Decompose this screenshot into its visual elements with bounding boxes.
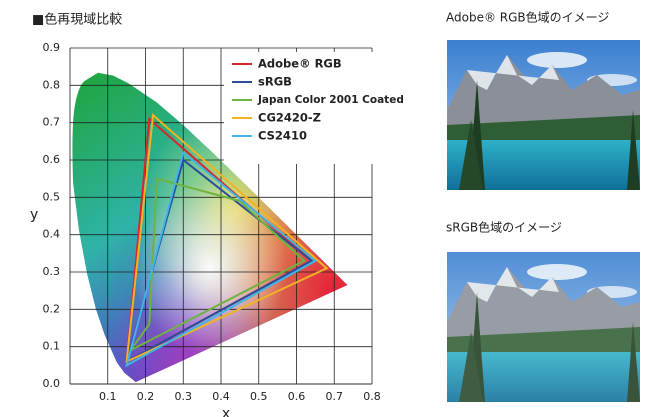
legend: Adobe® RGB sRGB Japan Color 2001 Coated CG2… [232, 57, 404, 143]
y-tick-label: 0.7 [43, 116, 61, 129]
x-tick-label: 0.5 [250, 390, 268, 403]
y-tick-label: 0.8 [43, 78, 61, 91]
x-tick-label: 0.4 [212, 390, 230, 403]
legend-box [224, 52, 420, 164]
image-caption: Adobe® RGB色域のイメージ [446, 11, 609, 25]
x-tick-label: 0.3 [175, 390, 193, 403]
gamut-outline [125, 113, 329, 364]
x-axis-label: x [222, 406, 230, 417]
y-tick-label: 0.4 [43, 228, 61, 241]
x-tick-label: 0.1 [99, 390, 117, 403]
chart-title: ■色再現域比較 [32, 12, 122, 28]
y-tick-label: 0.6 [43, 153, 61, 166]
legend-label: CG2420-Z [258, 111, 321, 125]
legend-label: CS2410 [258, 129, 307, 143]
y-tick-label: 0.1 [43, 340, 61, 353]
image-caption: sRGB色域のイメージ [446, 221, 562, 235]
legend-label: Adobe® RGB [258, 57, 342, 71]
photo-srgb-wrap [447, 252, 640, 402]
y-tick-label: 0.3 [43, 265, 61, 278]
gamut-outline [125, 150, 318, 368]
x-tick-label: 0.7 [326, 390, 344, 403]
x-tick-label: 0.6 [288, 390, 306, 403]
photo-srgb [447, 252, 640, 402]
y-tick-label: 0.9 [43, 41, 61, 54]
legend-label: sRGB [258, 75, 292, 89]
gamut-outline [129, 177, 306, 352]
y-tick-label: 0.5 [43, 190, 61, 203]
y-tick-label: 0.2 [43, 302, 61, 315]
spectral-locus [72, 72, 348, 383]
x-tick-label: 0.2 [137, 390, 155, 403]
y-axis-label: y [30, 207, 38, 223]
x-tick-label: 0.8 [363, 390, 381, 403]
legend-label: Japan Color 2001 Coated [257, 94, 404, 106]
series [125, 113, 329, 368]
photo-adobe-rgb [447, 40, 640, 190]
y-tick-label: 0.0 [43, 377, 61, 390]
